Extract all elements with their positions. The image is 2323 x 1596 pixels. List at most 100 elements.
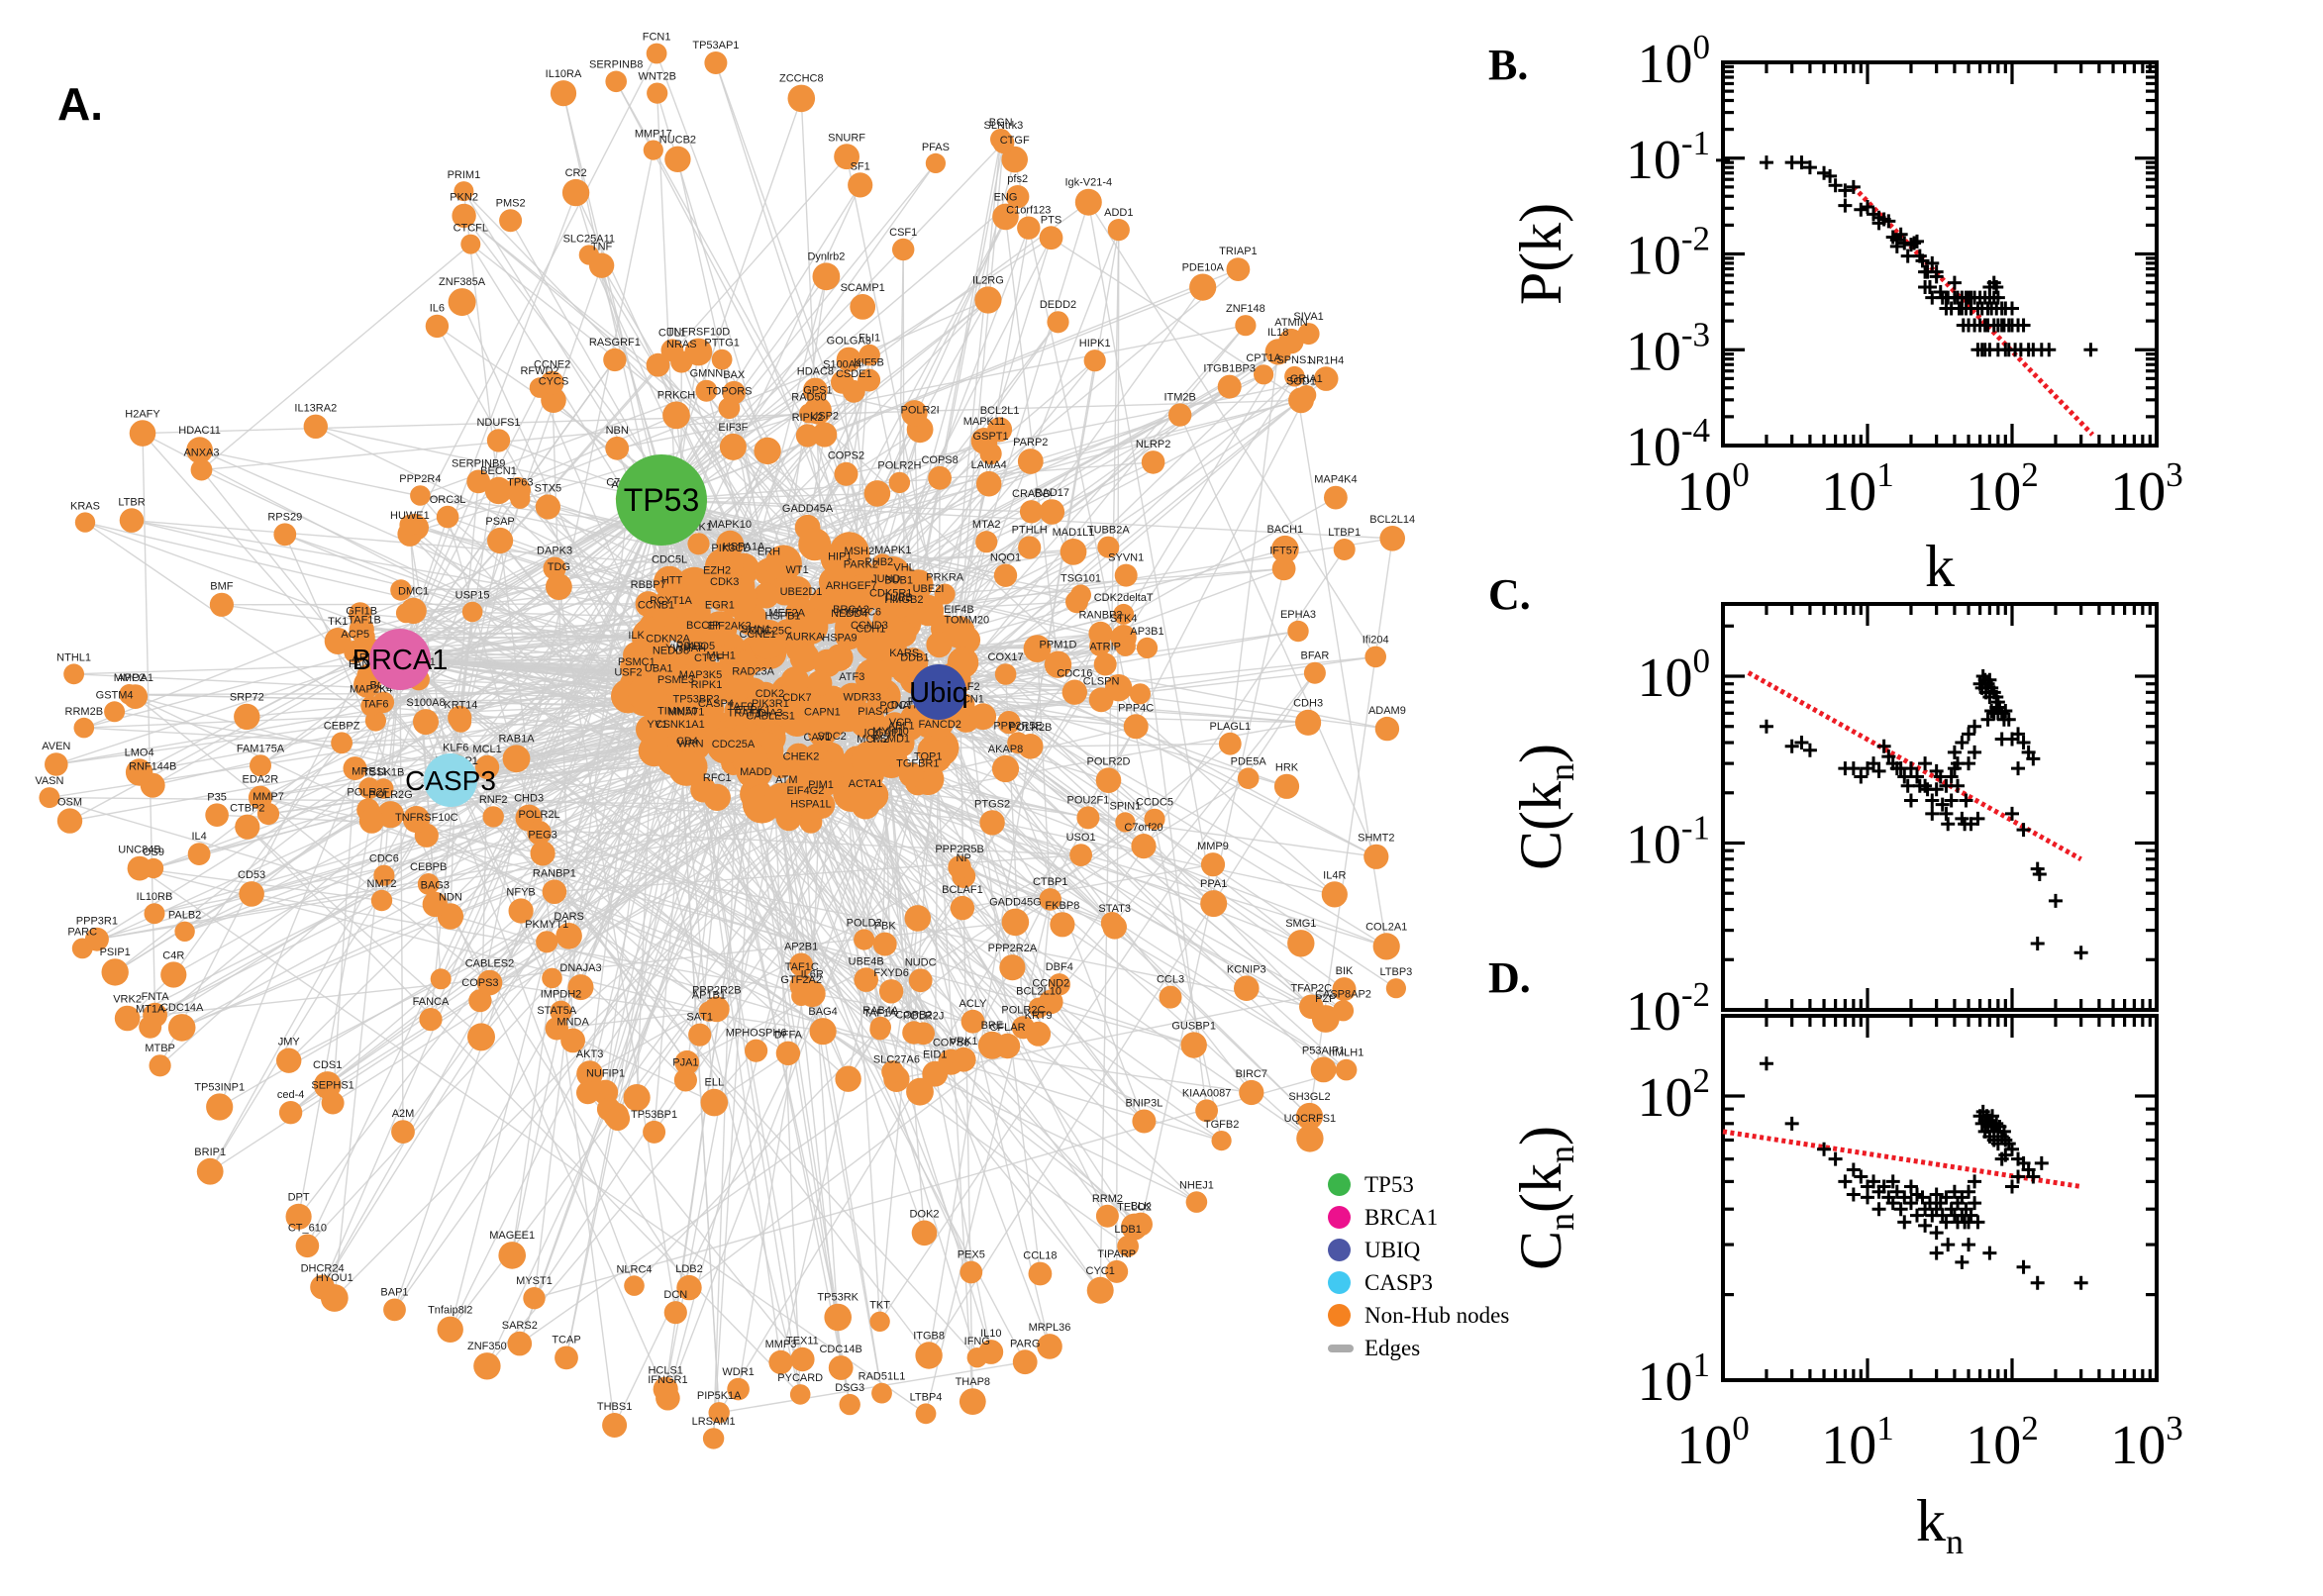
network-node xyxy=(706,727,745,764)
data-point xyxy=(2083,343,2098,357)
network-node xyxy=(399,514,421,536)
network-node xyxy=(858,344,880,366)
network-node xyxy=(486,429,511,452)
network-node xyxy=(849,788,875,814)
edge xyxy=(732,162,937,448)
network-node xyxy=(753,582,779,609)
network-node xyxy=(498,1242,526,1269)
edge xyxy=(297,658,401,1217)
plot-frame xyxy=(1721,602,2159,1012)
edge xyxy=(327,714,863,1086)
data-point xyxy=(1854,769,1868,784)
edge xyxy=(354,499,662,653)
edge xyxy=(315,426,662,501)
network-node xyxy=(662,401,690,430)
data-point xyxy=(1897,1215,1912,1230)
network-node xyxy=(1159,985,1182,1009)
network-node xyxy=(383,1298,406,1322)
edge xyxy=(142,433,452,781)
network-node xyxy=(505,477,531,503)
network-node xyxy=(425,314,450,339)
edge xyxy=(374,201,1089,722)
data-point xyxy=(1854,1169,1868,1184)
data-point xyxy=(1903,793,1918,808)
network-node xyxy=(987,417,1013,443)
network-node xyxy=(674,1049,700,1075)
data-point xyxy=(1838,1174,1853,1189)
edge xyxy=(430,611,473,1020)
network-node xyxy=(960,1260,983,1284)
edge xyxy=(150,685,702,1028)
network-node xyxy=(395,603,416,624)
network-node xyxy=(535,494,561,520)
tick-labels: 100 10-1 10-2 xyxy=(1626,642,1710,1043)
network-node xyxy=(448,288,476,317)
network-node xyxy=(487,527,514,554)
network-node xyxy=(1335,1058,1358,1081)
edge xyxy=(627,695,801,1395)
network-node xyxy=(556,923,582,949)
data-point xyxy=(1929,1226,1944,1241)
edge xyxy=(462,190,862,604)
data-point xyxy=(2011,761,2026,776)
edge xyxy=(247,826,482,1038)
network-node xyxy=(668,749,705,786)
network-node xyxy=(1195,1099,1218,1123)
network-node xyxy=(829,532,869,572)
network-node xyxy=(1007,732,1029,754)
data-point xyxy=(1925,806,1940,821)
edge xyxy=(533,500,630,1299)
network-node xyxy=(808,701,848,741)
edge xyxy=(383,658,401,876)
data-point xyxy=(1784,1116,1799,1131)
network-node xyxy=(678,636,710,667)
data-point xyxy=(1982,1246,1997,1260)
edge xyxy=(399,658,659,661)
data-point xyxy=(1759,719,1773,734)
network-node xyxy=(63,663,84,685)
network-node xyxy=(1131,834,1157,859)
network-node xyxy=(898,762,924,788)
edge xyxy=(139,867,710,1013)
legend-label: Edges xyxy=(1364,1335,1421,1360)
network-node xyxy=(461,601,483,623)
network-node xyxy=(1114,563,1138,587)
edge xyxy=(971,1021,1051,1347)
tick-label: 102 xyxy=(1966,455,2039,523)
network-node xyxy=(994,663,1017,685)
edge xyxy=(729,544,1310,1117)
network-node xyxy=(687,533,710,555)
network-node xyxy=(603,348,627,372)
network-node xyxy=(704,548,744,587)
tick-label: 100 xyxy=(1676,1409,1750,1476)
tick-label: 100 xyxy=(1638,28,1711,95)
edge xyxy=(702,789,801,1395)
tick-label: 101 xyxy=(1821,1409,1894,1476)
network-node xyxy=(1083,349,1106,372)
network-node xyxy=(1200,890,1228,918)
data-point xyxy=(1941,1238,1956,1252)
network-node xyxy=(276,1047,302,1073)
network-node xyxy=(834,461,858,486)
network-node xyxy=(908,968,933,993)
network-node xyxy=(475,754,500,780)
edge xyxy=(399,192,577,660)
axis-ticks xyxy=(1721,60,2159,448)
data-point xyxy=(1918,1218,1933,1233)
edge xyxy=(938,333,1310,693)
network-node xyxy=(748,619,788,659)
network-node xyxy=(186,437,214,464)
network-node xyxy=(320,1284,349,1312)
network-node xyxy=(436,505,459,529)
legend-item-ubiq: UBIQ xyxy=(1328,1234,1509,1266)
scatter-points xyxy=(1759,1056,2088,1290)
tick-label: 102 xyxy=(1638,1061,1711,1129)
edge xyxy=(938,691,1253,1093)
network-node xyxy=(1113,603,1135,625)
network-node xyxy=(1044,650,1072,678)
network-node xyxy=(484,476,513,505)
data-point xyxy=(1846,1187,1861,1202)
tick-label: 102 xyxy=(1966,1409,2039,1476)
